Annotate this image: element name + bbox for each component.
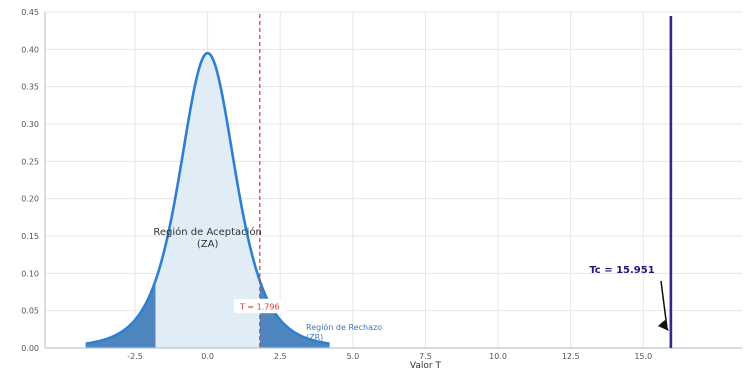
- critical-value-label: T = 1.796: [239, 303, 280, 312]
- y-tick-label: 0.05: [21, 307, 39, 316]
- x-tick-label: 15.0: [634, 352, 652, 361]
- acceptance-region: [155, 53, 260, 348]
- x-axis-title: Valor T: [410, 361, 442, 370]
- rejection-region-label-abbrev: (ZR): [306, 333, 323, 342]
- x-tick-label: -2.5: [127, 352, 143, 361]
- critical-value-label-box: [233, 298, 287, 314]
- y-tick-label: 0.15: [21, 232, 39, 241]
- y-tick-label: 0.35: [21, 83, 39, 92]
- y-tick-label: 0.45: [21, 8, 39, 17]
- rejection-region-right: [259, 280, 330, 348]
- y-tick-label: 0.25: [21, 157, 39, 166]
- x-tick-label: 12.5: [562, 352, 580, 361]
- tc-arrow-head: [657, 320, 669, 331]
- acceptance-region-label: Región de Aceptación: [153, 226, 262, 238]
- tc-value-label: Tc = 15.951: [589, 265, 654, 276]
- rejection-region-left: [85, 280, 156, 348]
- y-tick-label: 0.30: [21, 120, 39, 129]
- x-tick-label: 0.0: [201, 352, 214, 361]
- x-tick-label: 7.5: [419, 352, 432, 361]
- y-tick-label: 0.00: [21, 344, 39, 353]
- rejection-region-label: Región de Rechazo: [306, 322, 382, 332]
- y-tick-label: 0.10: [21, 269, 39, 278]
- x-tick-label: 10.0: [489, 352, 507, 361]
- x-tick-label: 5.0: [346, 352, 359, 361]
- density-curve: [85, 51, 330, 345]
- tc-arrow-shaft: [660, 280, 668, 328]
- y-tick-label: 0.40: [21, 45, 39, 54]
- acceptance-region-label-abbrev: (ZA): [197, 239, 219, 250]
- x-tick-label: 2.5: [274, 352, 287, 361]
- y-tick-label: 0.20: [21, 195, 39, 204]
